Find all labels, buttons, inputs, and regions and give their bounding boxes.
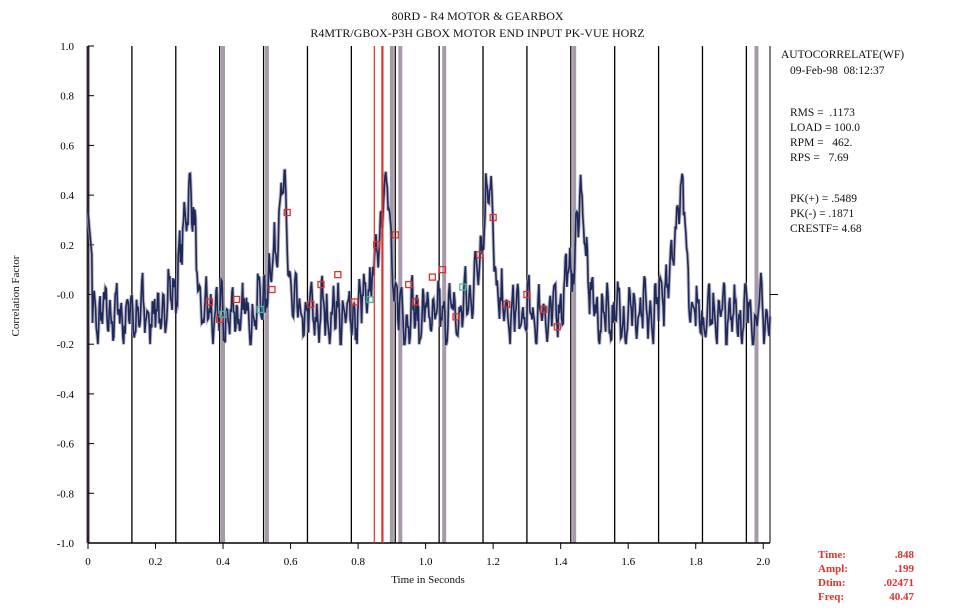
cursor-readout: Time: .848 Ampl: .199 Dtim: .02471 Freq: 40.… [818,548,914,604]
x-tick-label: 0.8 [351,556,365,568]
y-tick-label: -0.4 [57,389,75,401]
y-tick-label: -0.8 [57,488,75,500]
harmonic-marker [405,280,413,289]
harmonic-marker [366,295,374,304]
crest-factor-value: CRESTF= 4.68 [790,223,862,235]
harmonic-marker [219,310,227,319]
x-tick-label: 1.2 [486,556,500,568]
cursor-freq-value: 40.47 [889,591,914,603]
cursor-ampl-label: Ampl: [818,563,848,575]
harmonic-marker [459,283,467,291]
x-axis-label: Time in Seconds [391,574,465,586]
y-tick-label: 0.6 [60,140,74,152]
y-tick-label: 1.0 [60,41,74,53]
rms-value: RMS = .1173 [790,107,855,119]
harmonic-marker [373,241,381,249]
harmonic-marker [391,231,399,239]
harmonic-marker [351,298,359,306]
harmonic-marker [438,265,447,274]
harmonic-marker [268,285,276,294]
y-tick-label: -1.0 [57,538,75,550]
harmonic-marker [489,213,497,222]
rps-value: RPS = 7.69 [790,152,849,164]
harmonic-marker [232,295,241,304]
pk-positive-value: PK(+) = .5489 [790,193,857,205]
harmonic-marker [411,298,420,306]
chart-subtitle: R4MTR/GBOX-P3H GBOX MOTOR END INPUT PK-V… [310,26,645,40]
y-tick-label: -0.0 [57,290,75,302]
harmonic-marker [256,305,264,314]
x-tick-label: 1.8 [689,556,703,568]
harmonic-marker [428,273,437,281]
y-axis-label: Correlation Factor [10,255,22,337]
harmonic-marker [475,251,484,259]
x-tick-label: 1.4 [554,556,568,568]
load-value: LOAD = 100.0 [790,122,861,134]
x-tick-label: 2.0 [756,556,770,568]
cursor-freq-label: Freq: [818,591,845,603]
pk-negative-value: PK(-) = .1871 [790,208,855,220]
cursor-time-label: Time: [818,549,846,561]
y-tick-label: -0.6 [57,439,75,451]
rpm-value: RPM = 462. [790,137,853,149]
x-tick-label: 0.2 [149,556,163,568]
y-tick-label: 0.4 [60,190,74,202]
cursor-dtim-value: .02471 [883,577,914,589]
harmonic-marker [283,208,291,217]
harmonic-marker [452,313,460,321]
x-tick-label: 1.6 [621,556,635,568]
signal-trace [87,169,771,345]
chart-title: 80RD - R4 MOTOR & GEARBOX [391,9,564,23]
x-tick-label: 0.6 [284,556,298,568]
cursor-time-value: .848 [894,549,914,561]
harmonic-marker [503,300,511,309]
harmonic-marker [205,298,214,306]
x-tick-label: 0.4 [216,556,230,568]
x-tick-label: 0 [85,556,91,568]
x-tick-label: 1.0 [419,556,433,568]
mode-label: AUTOCORRELATE(WF) [781,49,905,61]
y-tick-label: 0.2 [60,240,74,252]
y-tick-label: -0.2 [57,339,74,351]
harmonic-marker [540,305,548,314]
cursor-ampl-value: .199 [894,563,914,575]
harmonic-marker [553,323,561,331]
cursor-dtim-label: Dtim: [818,577,846,589]
harmonic-marker [317,280,325,289]
y-tick-label: 0.8 [60,91,74,103]
harmonic-marker [334,270,342,279]
harmonic-marker [307,300,315,309]
datetime-label: 09-Feb-98 08:12:37 [790,65,885,77]
harmonic-marker [523,290,531,299]
